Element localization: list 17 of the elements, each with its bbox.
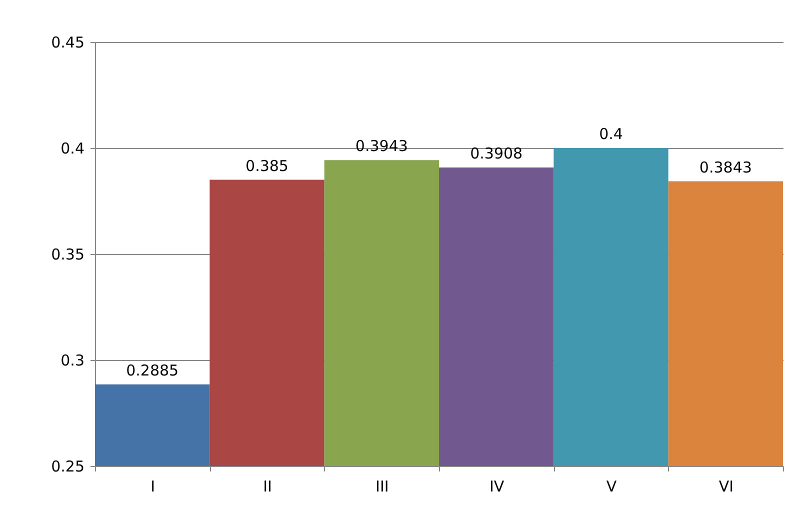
x-tick-label: I: [150, 478, 156, 496]
x-tick-label: IV: [489, 478, 505, 496]
y-tick-label: 0.3: [60, 352, 84, 370]
data-label: 0.2885: [126, 361, 179, 380]
data-label: 0.385: [246, 156, 288, 175]
y-tick-label: 0.25: [51, 458, 84, 476]
x-tick-label: III: [376, 478, 389, 496]
y-tick-label: 0.35: [51, 246, 84, 264]
data-label: 0.3943: [355, 137, 408, 156]
x-tick-label: VI: [718, 478, 734, 496]
data-label: 0.3843: [699, 158, 752, 176]
data-label: 0.4: [599, 125, 623, 143]
x-tick-label: II: [263, 478, 272, 496]
y-tick-label: 0.4: [60, 140, 84, 158]
data-label: 0.3908: [470, 144, 523, 163]
x-tick-label: V: [606, 478, 618, 496]
y-tick-label: 0.45: [51, 34, 84, 52]
